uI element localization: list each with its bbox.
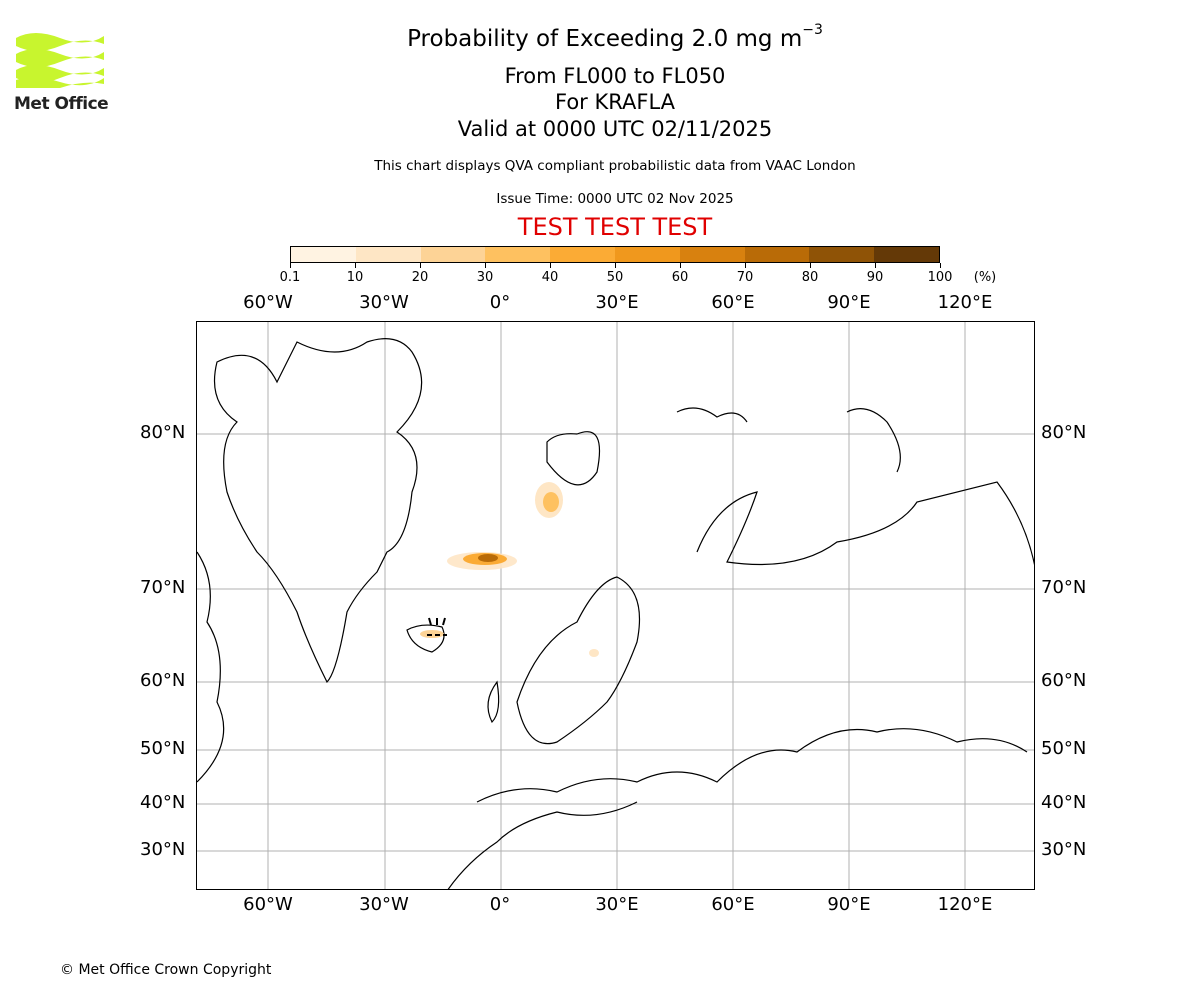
latitude-label: 50°N <box>140 738 186 759</box>
graticule <box>197 322 1034 889</box>
colorbar-tick-label: 30 <box>476 270 494 285</box>
volcano-name: For KRAFLA <box>555 90 675 114</box>
longitude-label: 120°E <box>937 292 993 313</box>
colorbar-tick <box>550 263 551 268</box>
copyright: © Met Office Crown Copyright <box>60 962 272 978</box>
colorbar-segment <box>355 247 421 262</box>
qva-note: This chart displays QVA compliant probab… <box>374 158 856 174</box>
colorbar <box>290 246 940 263</box>
map-svg <box>197 322 1034 889</box>
longitude-label: 0° <box>489 292 511 313</box>
colorbar-tick <box>875 263 876 268</box>
colorbar-segment <box>809 247 875 262</box>
latitude-label: 30°N <box>1041 839 1087 860</box>
latitude-label: 30°N <box>140 839 186 860</box>
longitude-label: 30°E <box>595 894 639 915</box>
longitude-label: 60°E <box>711 292 755 313</box>
colorbar-segment <box>744 247 810 262</box>
latitude-label: 60°N <box>1041 670 1087 691</box>
latitude-label: 80°N <box>1041 422 1087 443</box>
colorbar-tick-label: 20 <box>411 270 429 285</box>
coastlines <box>197 338 1034 889</box>
longitude-label: 30°W <box>359 292 409 313</box>
valid-time: Valid at 0000 UTC 02/11/2025 <box>457 117 773 141</box>
colorbar-tick <box>355 263 356 268</box>
colorbar-segment <box>614 247 680 262</box>
colorbar-segment <box>874 247 939 262</box>
colorbar-tick <box>810 263 811 268</box>
colorbar-tick <box>745 263 746 268</box>
met-office-logo: Met Office <box>14 30 109 114</box>
latitude-label: 60°N <box>140 670 186 691</box>
colorbar-segment <box>679 247 745 262</box>
longitude-label: 30°E <box>595 292 639 313</box>
latitude-label: 80°N <box>140 422 186 443</box>
title-superscript: −3 <box>802 22 823 38</box>
colorbar-segment <box>291 247 356 262</box>
map-panel[interactable] <box>196 321 1035 890</box>
colorbar-tick <box>420 263 421 268</box>
colorbar-tick <box>485 263 486 268</box>
colorbar-tick-label: 0.1 <box>279 270 301 285</box>
longitude-label: 30°W <box>359 894 409 915</box>
colorbar-segment <box>485 247 551 262</box>
colorbar-segment <box>420 247 486 262</box>
logo-text: Met Office <box>14 94 109 114</box>
issue-time: Issue Time: 0000 UTC 02 Nov 2025 <box>496 191 734 207</box>
longitude-label: 60°E <box>711 894 755 915</box>
colorbar-tick-label: 80 <box>801 270 819 285</box>
longitude-label: 90°E <box>827 894 871 915</box>
colorbar-tick-label: 10 <box>346 270 364 285</box>
colorbar-tick-label: 70 <box>736 270 754 285</box>
chart-title: Probability of Exceeding 2.0 mg m−3 <box>0 22 1200 52</box>
latitude-label: 40°N <box>1041 792 1087 813</box>
colorbar-segment <box>550 247 615 262</box>
colorbar-unit: (%) <box>973 270 997 285</box>
latitude-label: 70°N <box>1041 577 1087 598</box>
colorbar-tick-label: 60 <box>671 270 689 285</box>
latitude-label: 70°N <box>140 577 186 598</box>
longitude-label: 120°E <box>937 894 993 915</box>
colorbar-tick <box>940 263 941 268</box>
volcano-marker-icon <box>427 617 447 636</box>
colorbar-tick-label: 100 <box>927 270 953 285</box>
flight-level-range: From FL000 to FL050 <box>504 64 726 88</box>
colorbar-tick <box>680 263 681 268</box>
title-text: Probability of Exceeding 2.0 mg m <box>407 26 803 52</box>
colorbar-tick-label: 90 <box>866 270 884 285</box>
probability-plumes <box>420 482 599 657</box>
latitude-label: 50°N <box>1041 738 1087 759</box>
colorbar-tick <box>290 263 291 268</box>
longitude-label: 0° <box>489 894 511 915</box>
colorbar-tick-label: 40 <box>541 270 559 285</box>
longitude-label: 60°W <box>243 292 293 313</box>
longitude-label: 60°W <box>243 894 293 915</box>
latitude-label: 40°N <box>140 792 186 813</box>
test-banner: TEST TEST TEST <box>517 213 713 241</box>
longitude-label: 90°E <box>827 292 871 313</box>
colorbar-tick-label: 50 <box>606 270 624 285</box>
colorbar-tick <box>615 263 616 268</box>
